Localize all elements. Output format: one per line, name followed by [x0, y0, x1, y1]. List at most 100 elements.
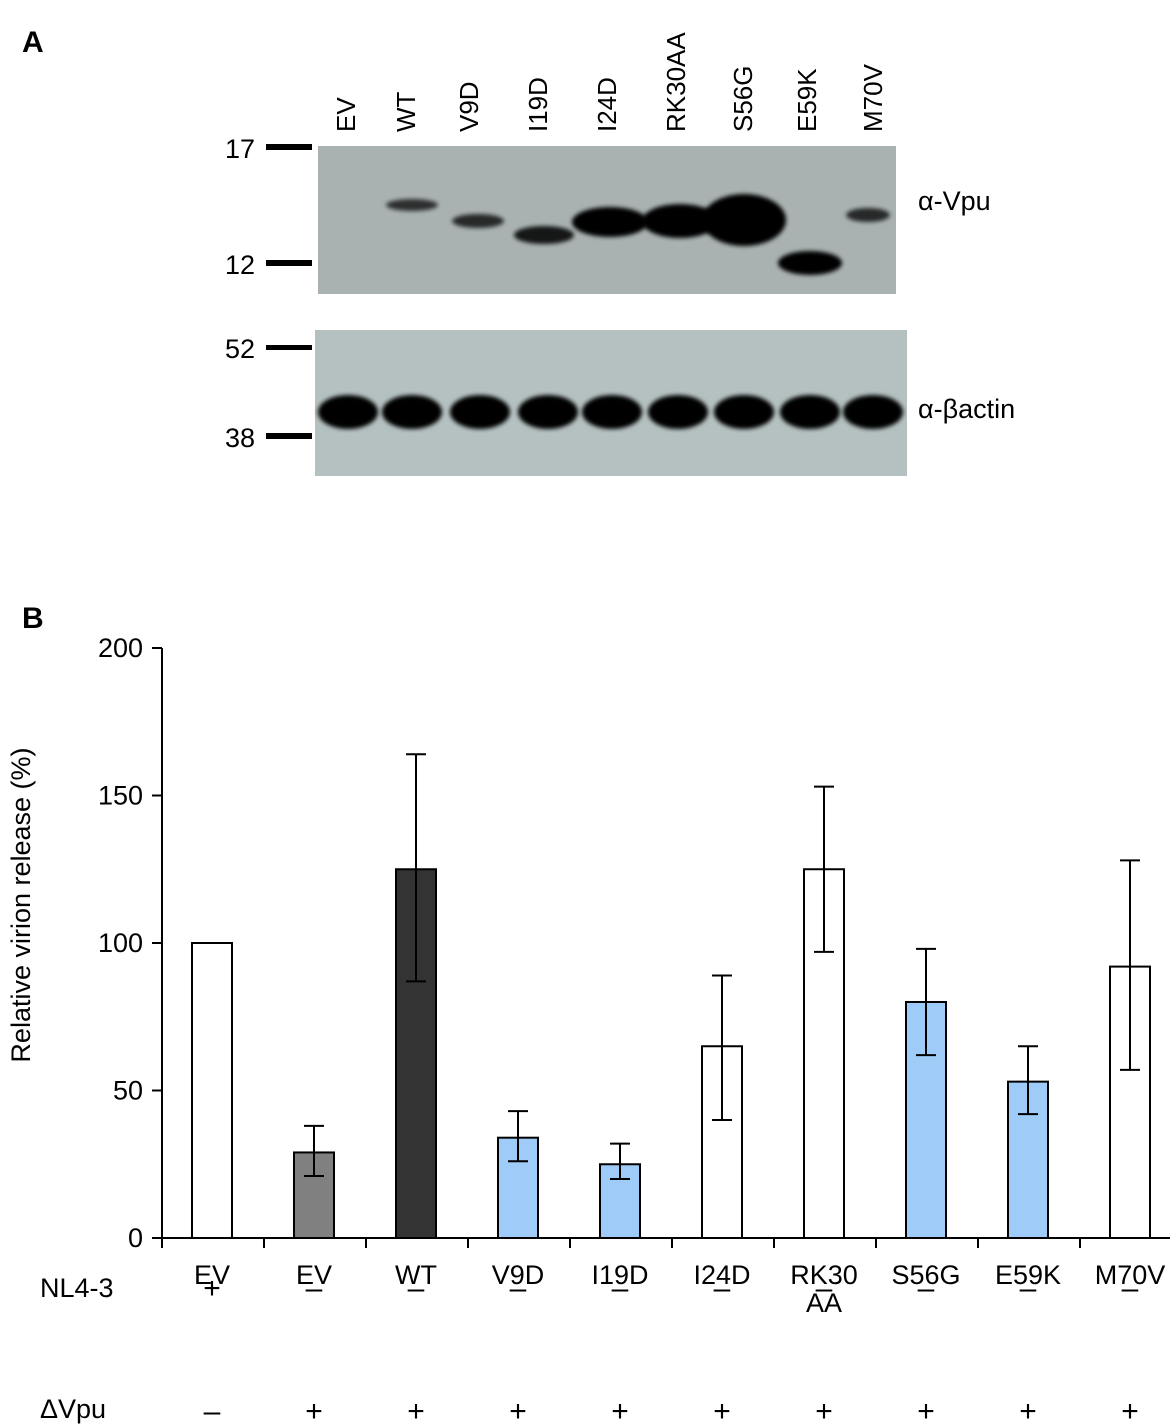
bar — [191, 942, 233, 1239]
error-bars — [304, 753, 1140, 1180]
actin-band — [382, 395, 442, 429]
row-label-nl43: NL4-3 — [40, 1273, 114, 1303]
nl43-sign: – — [918, 1272, 935, 1305]
actin-band — [714, 395, 774, 429]
actin-antibody-label: α-βactin — [918, 394, 1015, 424]
error-bar — [916, 947, 936, 1057]
vpu-band — [702, 194, 786, 246]
actin-band — [648, 395, 708, 429]
lane-label: RK30AA — [661, 32, 691, 132]
vpu-band — [386, 199, 438, 211]
x-category-label: E59K — [995, 1260, 1061, 1290]
nl43-sign: – — [612, 1272, 629, 1305]
dvpu-sign: + — [407, 1395, 425, 1427]
vpu-markers: 17 12 — [225, 134, 312, 280]
x-ticks — [161, 1238, 1081, 1248]
dvpu-sign: + — [713, 1395, 731, 1427]
panel-b-label: B — [22, 602, 44, 635]
vpu-band — [846, 208, 890, 222]
x-category-label: EV — [194, 1260, 230, 1290]
x-category-label: I19D — [591, 1260, 648, 1290]
error-bar — [508, 1110, 528, 1163]
y-tick-label: 50 — [113, 1076, 143, 1106]
nl43-sign: – — [408, 1272, 425, 1305]
vpu-band — [452, 214, 504, 228]
marker-12-label: 12 — [225, 250, 255, 280]
y-tick-label: 100 — [98, 928, 143, 958]
nl43-sign: + — [203, 1272, 221, 1305]
y-ticks: 0 50 100 150 200 — [98, 633, 162, 1253]
y-tick-label: 0 — [128, 1223, 143, 1253]
nl43-sign: – — [1020, 1272, 1037, 1305]
error-bar — [1120, 859, 1140, 1071]
marker-38-label: 38 — [225, 423, 255, 453]
lane-label: S56G — [728, 66, 758, 133]
x-category-label: EV — [296, 1260, 332, 1290]
dvpu-sign: + — [917, 1395, 935, 1427]
y-tick-label: 150 — [98, 781, 143, 811]
lane-label: WT — [391, 91, 421, 132]
lane-label: M70V — [858, 63, 888, 132]
actin-band — [780, 395, 840, 429]
vpu-band — [642, 204, 718, 238]
vpu-bands — [386, 194, 890, 275]
x-category-label: M70V — [1095, 1260, 1166, 1290]
x-category-label: WT — [395, 1260, 437, 1290]
dvpu-sign: + — [1019, 1395, 1037, 1427]
marker-12-bar — [266, 260, 312, 266]
x-category-label: RK30 — [790, 1260, 858, 1290]
dvpu-sign: + — [305, 1395, 323, 1427]
actin-band — [318, 395, 378, 429]
error-bar — [712, 974, 732, 1121]
marker-52-label: 52 — [225, 334, 255, 364]
lane-label: E59K — [792, 68, 822, 132]
actin-band — [843, 395, 903, 429]
dvpu-sign: + — [611, 1395, 629, 1427]
error-bar — [610, 1142, 630, 1180]
vpu-band — [572, 207, 648, 237]
bar-chart: 0 50 100 150 200 EV EV WT V9D I19D I24D RK30AA S56G… — [6, 633, 1170, 1318]
lane-label: I19D — [523, 77, 553, 132]
actin-bands — [318, 395, 903, 429]
dvpu-sign: + — [1121, 1395, 1139, 1427]
nl43-sign: – — [714, 1272, 731, 1305]
nl43-sign: – — [306, 1272, 323, 1305]
nl43-sign: – — [510, 1272, 527, 1305]
vpu-band — [514, 226, 574, 244]
bars — [191, 868, 1151, 1240]
x-category-label: AA — [806, 1288, 842, 1318]
lane-label: I24D — [592, 77, 622, 132]
dvpu-sign: + — [509, 1395, 527, 1427]
lane-labels: EV WT V9D I19D I24D RK30AA S56G E59K M70V — [331, 32, 888, 132]
error-bar — [814, 785, 834, 953]
actin-band — [518, 395, 578, 429]
x-category-label: S56G — [891, 1260, 960, 1290]
x-labels: EV EV WT V9D I19D I24D RK30AA S56G E59K M70V — [194, 1260, 1165, 1318]
row-label-dvpu: ΔVpu — [40, 1394, 106, 1424]
marker-52-bar — [266, 345, 312, 350]
x-category-label: V9D — [492, 1260, 545, 1290]
nl43-sign: – — [1122, 1272, 1139, 1305]
lane-label: V9D — [454, 81, 484, 132]
dvpu-sign: – — [204, 1395, 221, 1427]
y-axis-label: Relative virion release (%) — [6, 747, 36, 1062]
x-category-label: I24D — [693, 1260, 750, 1290]
dvpu-sign: + — [815, 1395, 833, 1427]
actin-band — [582, 395, 642, 429]
marker-38-bar — [266, 433, 312, 439]
dvpu-signs: – + + + + + + + + + — [204, 1395, 1139, 1427]
error-bar — [1018, 1045, 1038, 1116]
vpu-antibody-label: α-Vpu — [918, 186, 991, 216]
vpu-band — [778, 251, 842, 275]
y-tick-label: 200 — [98, 633, 143, 663]
nl43-sign: – — [816, 1272, 833, 1305]
marker-17-label: 17 — [225, 134, 255, 164]
error-bar — [304, 1124, 324, 1178]
panel-a-label: A — [22, 26, 44, 59]
lane-label: EV — [331, 97, 361, 132]
marker-17-bar — [266, 144, 312, 150]
error-bar — [406, 753, 426, 983]
actin-band — [450, 395, 510, 429]
nl43-signs: + – – – – – – – – – — [203, 1272, 1138, 1305]
